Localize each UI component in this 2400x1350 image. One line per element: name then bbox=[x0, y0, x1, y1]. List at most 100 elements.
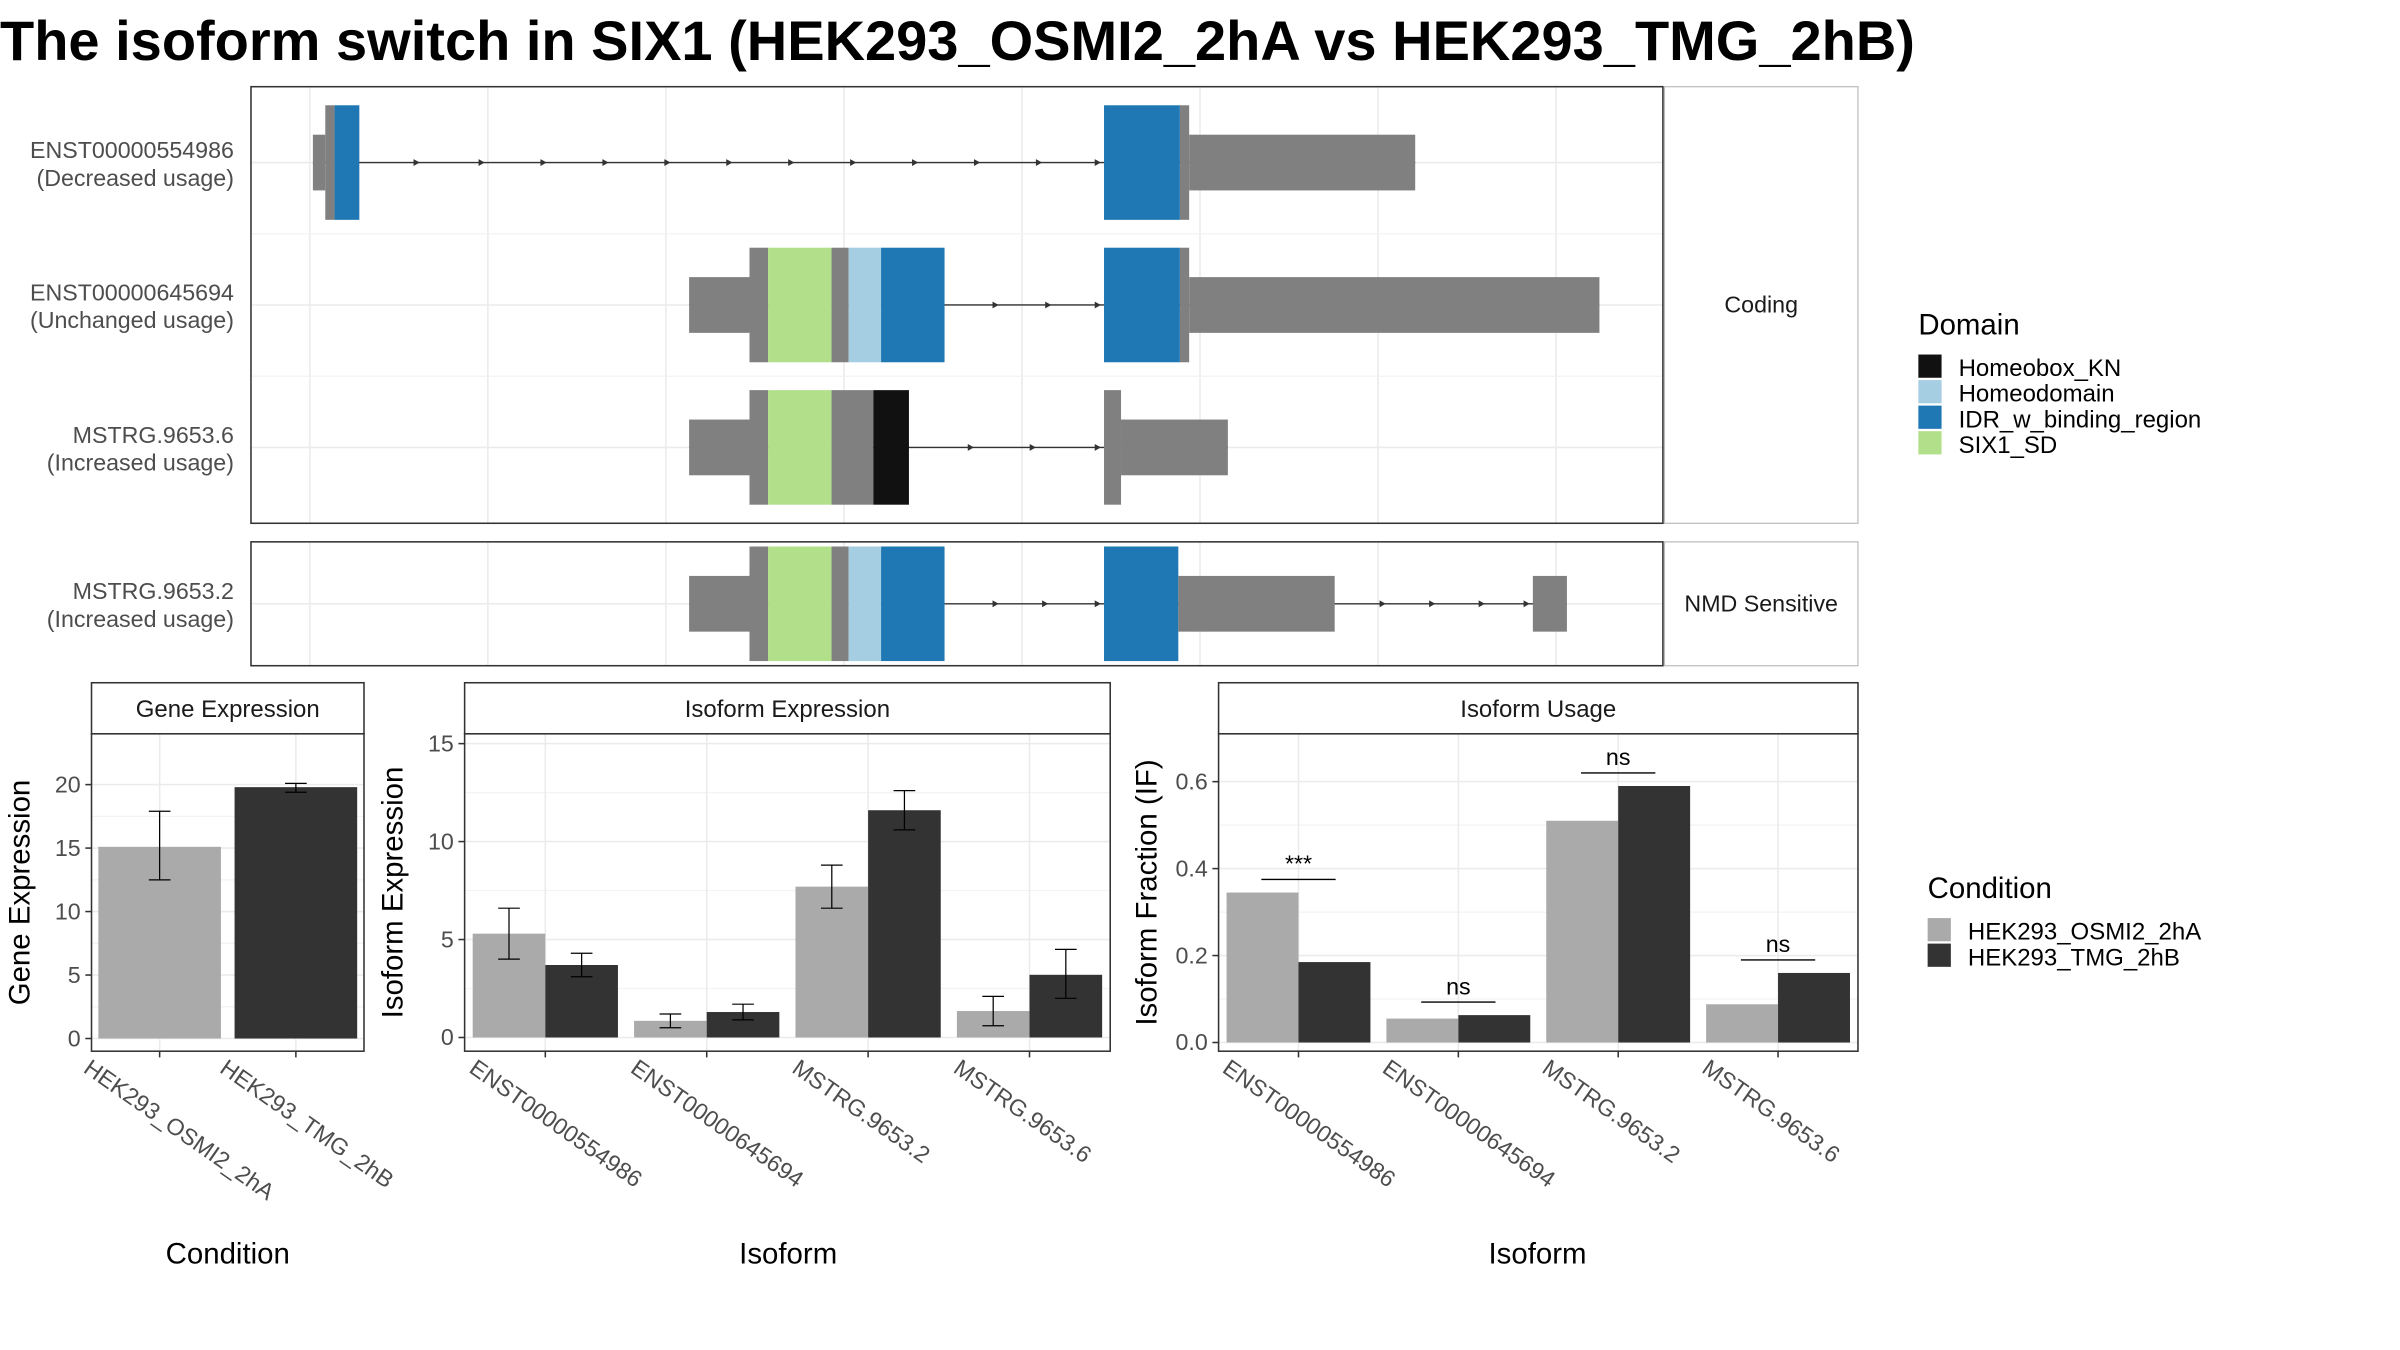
cds-exon bbox=[1179, 247, 1190, 363]
x-axis-title: Isoform bbox=[1488, 1237, 1586, 1270]
intron-direction-arrow bbox=[1429, 600, 1436, 608]
intron-direction-arrow bbox=[1042, 600, 1049, 608]
x-tick-label: MSTRG.9653.2 bbox=[788, 1054, 935, 1168]
transcript-id-label: MSTRG.9653.6 bbox=[73, 422, 234, 448]
x-axis-title: Isoform bbox=[739, 1237, 837, 1270]
y-tick-label: 0.4 bbox=[1175, 855, 1207, 881]
condition-legend-label: HEK293_OSMI2_2hA bbox=[1968, 919, 2201, 946]
bar bbox=[1618, 786, 1691, 1043]
utr-exon bbox=[1532, 575, 1567, 632]
intron-direction-arrow bbox=[664, 159, 671, 166]
bar bbox=[1546, 820, 1619, 1043]
transcript-row bbox=[689, 247, 1600, 363]
domain-segment bbox=[848, 247, 882, 363]
intron-direction-arrow bbox=[602, 159, 609, 166]
facet-strip-label: NMD Sensitive bbox=[1684, 591, 1838, 617]
condition-legend-title: Condition bbox=[1928, 872, 2052, 905]
domain-segment bbox=[848, 546, 882, 662]
cds-exon bbox=[325, 105, 335, 220]
transcript-row bbox=[689, 390, 1228, 505]
utr-exon bbox=[1189, 134, 1416, 191]
intron-direction-arrow bbox=[992, 301, 999, 309]
panel-strip bbox=[463, 681, 1111, 735]
domain-legend-swatch bbox=[1918, 380, 1942, 404]
plot-panel-border bbox=[1217, 733, 1859, 1052]
intron-direction-arrow bbox=[967, 444, 974, 451]
y-tick-label: 15 bbox=[428, 730, 454, 756]
intron-direction-arrow bbox=[1045, 301, 1052, 309]
plot-panel-border bbox=[90, 733, 365, 1052]
panel-strip bbox=[1217, 681, 1859, 735]
panel-title: Isoform Usage bbox=[1460, 696, 1616, 723]
domain-legend-title: Domain bbox=[1918, 308, 2019, 341]
plot-panel-border bbox=[463, 733, 1111, 1052]
intron-direction-arrow bbox=[1094, 444, 1101, 451]
transcript-usage-label: (Increased usage) bbox=[47, 450, 234, 476]
y-tick-label: 0 bbox=[68, 1025, 81, 1051]
bar bbox=[1298, 962, 1371, 1043]
panel-title: Gene Expression bbox=[136, 696, 320, 723]
facet-strip-label: Coding bbox=[1724, 292, 1798, 318]
intron-direction-arrow bbox=[850, 159, 857, 166]
domain-segment bbox=[1104, 105, 1180, 220]
intron-direction-arrow bbox=[973, 159, 981, 166]
intron-direction-arrow bbox=[1523, 600, 1530, 608]
intron-direction-arrow bbox=[1379, 600, 1386, 608]
bar bbox=[634, 1020, 707, 1038]
transcript-row bbox=[312, 105, 1416, 220]
y-tick-label: 15 bbox=[55, 835, 81, 861]
utr-exon bbox=[312, 134, 326, 191]
cds-exon bbox=[1179, 105, 1190, 220]
panel-title: Isoform Expression bbox=[685, 696, 890, 723]
intron-direction-arrow bbox=[788, 159, 795, 166]
y-axis-title: Isoform Fraction (IF) bbox=[1131, 759, 1164, 1025]
transcript-panel-border bbox=[250, 85, 1664, 525]
domain-legend-swatch bbox=[1918, 354, 1942, 378]
intron-direction-arrow bbox=[992, 600, 999, 608]
significance-label: ns bbox=[1766, 931, 1791, 957]
y-tick-label: 5 bbox=[68, 962, 81, 988]
intron-direction-arrow bbox=[1094, 600, 1101, 608]
utr-exon bbox=[689, 419, 750, 476]
significance-label: ns bbox=[1446, 973, 1471, 999]
intron-direction-arrow bbox=[1094, 159, 1101, 166]
intron-direction-arrow bbox=[540, 159, 547, 166]
y-tick-label: 0.0 bbox=[1175, 1029, 1207, 1055]
y-axis-title: Isoform Expression bbox=[377, 767, 410, 1019]
domain-legend-swatch bbox=[1918, 431, 1942, 455]
domain-segment bbox=[1104, 546, 1179, 662]
domain-segment bbox=[1104, 247, 1180, 363]
facet-strip bbox=[1663, 86, 1859, 524]
x-tick-label: MSTRG.9653.6 bbox=[1698, 1054, 1845, 1168]
domain-segment bbox=[873, 390, 909, 505]
significance-label: *** bbox=[1285, 851, 1312, 877]
cds-exon bbox=[831, 546, 849, 662]
bar bbox=[234, 787, 358, 1039]
transcript-id-label: ENST00000554986 bbox=[30, 137, 234, 163]
intron-direction-arrow bbox=[726, 159, 733, 166]
facet-strip bbox=[1663, 541, 1859, 667]
transcript-usage-label: (Decreased usage) bbox=[36, 165, 233, 191]
domain-segment bbox=[881, 247, 945, 363]
bar bbox=[868, 810, 941, 1038]
domain-legend-label: Homeodomain bbox=[1959, 381, 2115, 408]
y-tick-label: 10 bbox=[428, 828, 454, 854]
domain-legend-label: SIX1_SD bbox=[1959, 432, 2058, 459]
cds-exon bbox=[749, 546, 769, 662]
x-axis-title: Condition bbox=[166, 1237, 290, 1270]
transcript-panel-border bbox=[250, 541, 1664, 667]
utr-exon bbox=[689, 575, 750, 632]
y-tick-label: 0.2 bbox=[1175, 942, 1207, 968]
bar bbox=[795, 886, 869, 1038]
y-tick-label: 0 bbox=[441, 1024, 454, 1050]
utr-exon bbox=[1189, 277, 1600, 333]
significance-label: ns bbox=[1606, 744, 1631, 770]
cds-exon bbox=[1104, 390, 1122, 505]
bar bbox=[1386, 1018, 1459, 1043]
domain-legend-label: Homeobox_KN bbox=[1959, 355, 2122, 382]
transcript-usage-label: (Increased usage) bbox=[47, 606, 234, 632]
figure-title: The isoform switch in SIX1 (HEK293_OSMI2… bbox=[0, 9, 1915, 72]
x-tick-label: ENST00000554986 bbox=[465, 1054, 647, 1192]
x-tick-label: ENST00000554986 bbox=[1218, 1054, 1400, 1192]
